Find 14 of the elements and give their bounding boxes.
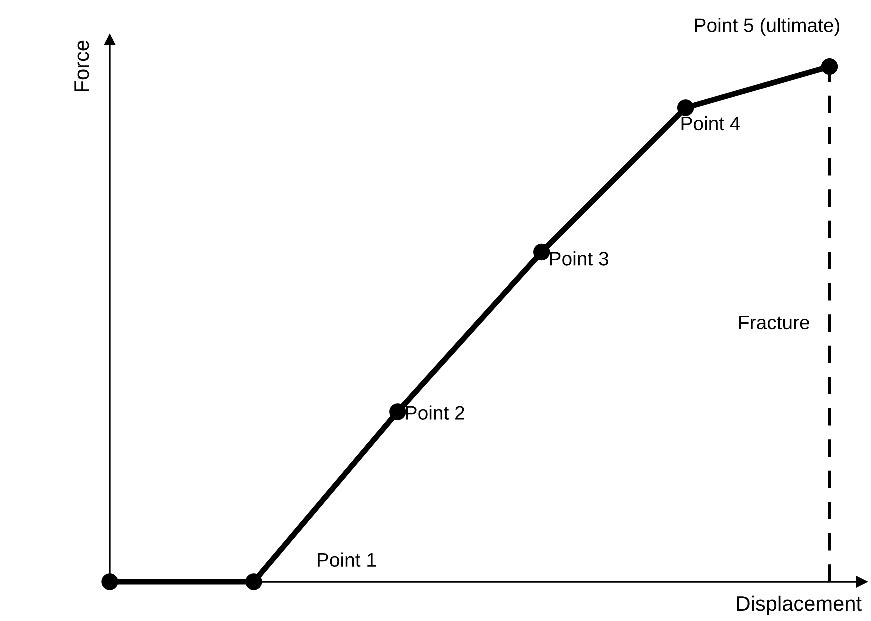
point — [390, 404, 406, 420]
annotation: Point 4 — [682, 116, 740, 131]
point — [677, 100, 694, 116]
point — [102, 574, 118, 590]
text: Point 5 (ultimate) — [695, 18, 840, 36]
y-axis-title: Force — [74, 40, 90, 92]
annotation: Fracture — [740, 316, 810, 330]
point — [821, 58, 838, 76]
x-axis-title: Displacement — [738, 596, 862, 616]
annotation: Point 3 — [550, 252, 608, 266]
annotation: Point 2 — [406, 406, 464, 420]
annotation: Point 1 — [318, 552, 376, 568]
point — [246, 574, 262, 590]
point — [534, 244, 550, 261]
